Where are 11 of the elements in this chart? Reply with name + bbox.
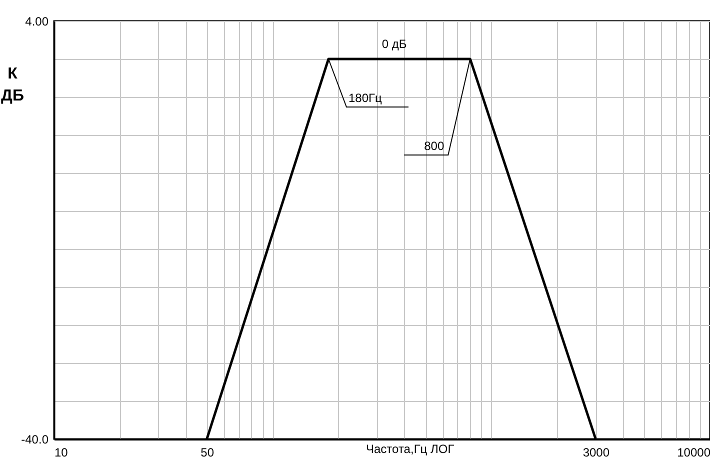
- annotation: 800: [424, 139, 444, 153]
- x-tick-label: 50: [200, 446, 214, 458]
- y-axis-title: К ДБ: [1, 66, 24, 104]
- x-tick-label: 3000: [582, 446, 610, 458]
- annotation: 0 дБ: [382, 37, 407, 51]
- x-axis-title: Частота,Гц ЛОГ: [366, 442, 455, 456]
- annotation: 180Гц: [348, 91, 382, 105]
- x-tick-label: 10: [54, 446, 68, 458]
- y-tick-label: -40.0: [21, 432, 49, 446]
- y-tick-label: 4.00: [25, 14, 49, 28]
- x-tick-label: 10000: [677, 446, 711, 458]
